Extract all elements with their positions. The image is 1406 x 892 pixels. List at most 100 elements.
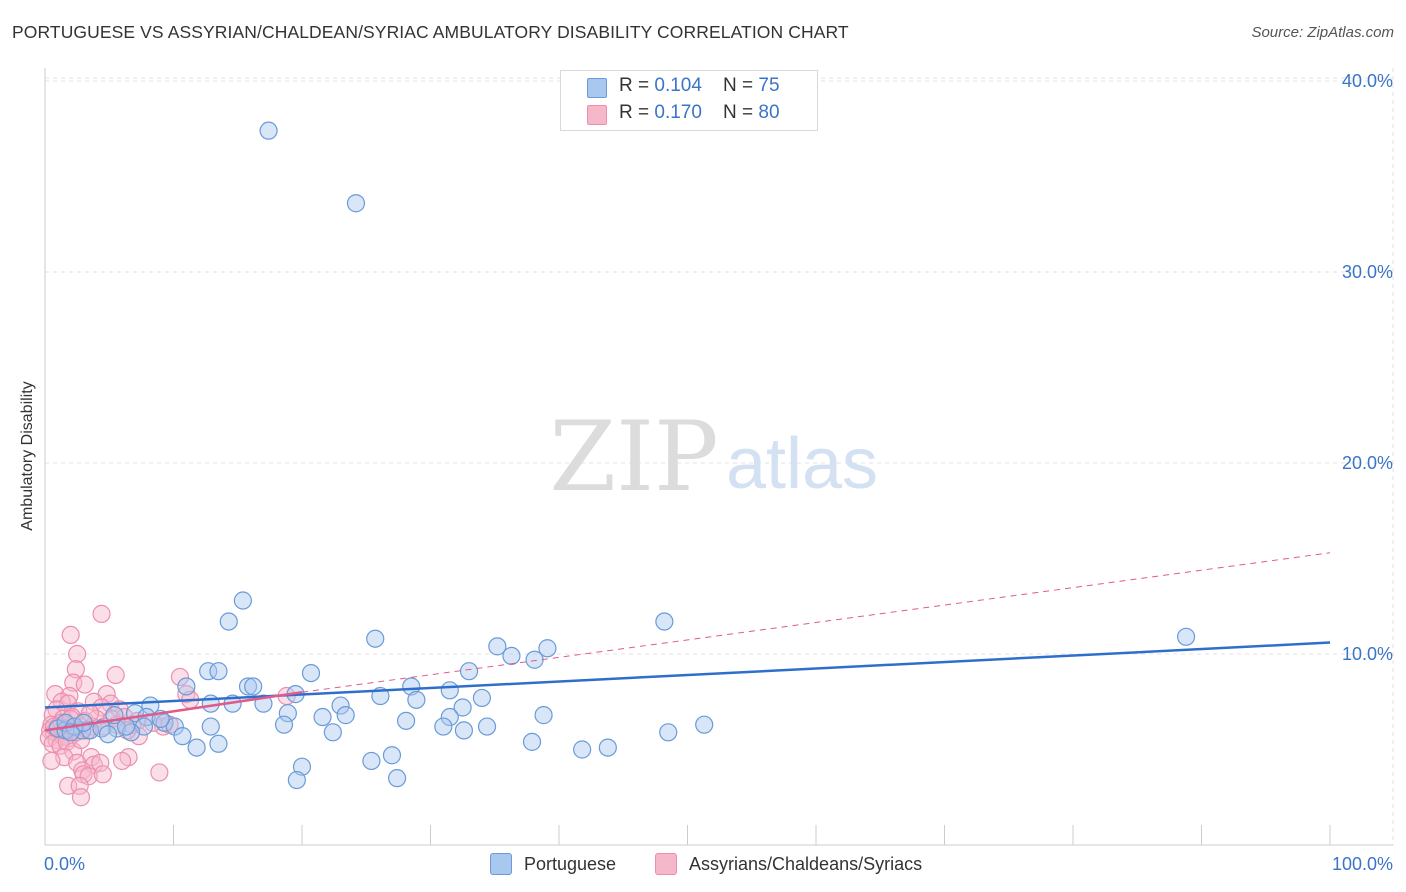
- data-point-assyrians: [46, 685, 65, 704]
- data-point-portuguese: [407, 690, 426, 709]
- legend-swatch-portuguese: [490, 853, 512, 875]
- data-point-portuguese: [402, 677, 421, 696]
- data-point-portuguese: [477, 717, 497, 736]
- trend-lines: [44, 552, 1331, 732]
- r-value: 0.104: [654, 75, 702, 96]
- legend-stat-portuguese: R = 0.104 N = 75: [619, 75, 780, 97]
- data-point-portuguese: [538, 639, 557, 658]
- legend-swatch-assyrians: [655, 853, 677, 875]
- data-point-portuguese: [238, 677, 258, 696]
- r-label: R =: [619, 75, 655, 96]
- source-credit: Source: ZipAtlas.com: [1251, 24, 1394, 41]
- stats-legend: R = 0.104 N = 75 R = 0.170 N = 80: [560, 70, 818, 131]
- data-point-portuguese: [199, 662, 218, 681]
- data-point-portuguese: [121, 723, 141, 742]
- data-point-portuguese: [346, 194, 366, 213]
- trend-line-assyrians-extrapolated: [301, 552, 1331, 693]
- data-point-assyrians: [112, 751, 132, 771]
- data-point-assyrians: [150, 763, 169, 782]
- data-point-portuguese: [440, 707, 459, 727]
- data-point-portuguese: [459, 662, 479, 681]
- data-point-assyrians: [61, 625, 80, 645]
- data-point-portuguese: [219, 612, 238, 631]
- data-point-assyrians: [75, 675, 94, 694]
- data-point-portuguese: [573, 740, 592, 759]
- trend-line-assyrians: [44, 690, 303, 732]
- data-point-portuguese: [522, 732, 542, 751]
- data-point-portuguese: [695, 715, 714, 734]
- data-point-portuguese: [440, 681, 459, 700]
- n-label: N =: [723, 102, 759, 123]
- data-point-portuguese: [173, 727, 192, 746]
- data-point-portuguese: [323, 723, 342, 742]
- data-point-portuguese: [659, 723, 678, 742]
- r-value: 0.170: [654, 102, 702, 123]
- y-tick-label: 40.0%: [1342, 71, 1393, 91]
- data-point-portuguese: [396, 711, 416, 730]
- data-point-portuguese: [165, 717, 184, 736]
- data-point-portuguese: [313, 707, 332, 727]
- data-point-portuguese: [525, 650, 544, 669]
- data-point-portuguese: [454, 721, 474, 740]
- data-point-portuguese: [502, 646, 521, 666]
- data-point-portuguese: [278, 704, 297, 723]
- data-point-portuguese: [382, 746, 402, 765]
- data-point-portuguese: [434, 717, 453, 736]
- n-label: N =: [723, 75, 759, 96]
- data-point-portuguese: [301, 663, 321, 683]
- data-point-portuguese: [116, 717, 136, 736]
- watermark-zip: ZIP: [549, 401, 718, 513]
- x-tick-label: 0.0%: [44, 854, 85, 874]
- data-point-portuguese: [1176, 627, 1196, 646]
- data-point-portuguese: [209, 662, 228, 681]
- data-point-portuguese: [287, 770, 306, 790]
- data-point-assyrians: [92, 604, 111, 623]
- data-point-portuguese: [534, 706, 553, 725]
- data-point-portuguese: [472, 688, 491, 708]
- y-tick-label: 20.0%: [1342, 453, 1393, 473]
- data-point-portuguese: [244, 677, 263, 696]
- data-point-portuguese: [177, 677, 196, 696]
- legend-label-assyrians: Assyrians/Chaldeans/Syriacs: [689, 853, 923, 874]
- data-point-assyrians: [42, 751, 61, 771]
- data-point-assyrians: [91, 753, 110, 772]
- watermark: ZIP atlas: [549, 401, 878, 513]
- data-point-portuguese: [598, 738, 617, 757]
- n-value: 75: [758, 75, 780, 96]
- data-point-portuguese: [201, 717, 220, 736]
- data-point-portuguese: [98, 725, 118, 744]
- x-tick-label: 100.0%: [1332, 854, 1393, 874]
- legend-item-assyrians: Assyrians/Chaldeans/Syriacs: [655, 852, 922, 876]
- data-point-portuguese: [387, 769, 407, 788]
- trend-line-portuguese: [44, 641, 1331, 709]
- data-point-portuguese: [655, 612, 674, 631]
- chart-title: PORTUGUESE VS ASSYRIAN/CHALDEAN/SYRIAC A…: [12, 22, 849, 42]
- data-point-portuguese: [209, 734, 228, 753]
- data-point-assyrians: [170, 667, 190, 687]
- r-label: R =: [619, 102, 655, 123]
- data-point-assyrians: [106, 665, 125, 685]
- y-tick-label: 10.0%: [1342, 644, 1393, 664]
- data-point-portuguese: [292, 757, 312, 776]
- legend-swatch-assyrians: [587, 105, 607, 125]
- legend-stat-assyrians: R = 0.170 N = 80: [619, 102, 780, 124]
- data-point-portuguese: [366, 629, 385, 648]
- legend-item-portuguese: Portuguese: [490, 852, 616, 876]
- data-point-portuguese: [331, 696, 350, 715]
- data-point-portuguese: [488, 637, 507, 656]
- data-point-portuguese: [336, 706, 355, 725]
- data-point-portuguese: [453, 698, 472, 717]
- data-point-portuguese: [274, 715, 294, 734]
- gridlines: [45, 68, 1394, 845]
- data-point-assyrians: [66, 660, 85, 679]
- tick-labels: 10.0% 20.0% 30.0% 40.0% 0.0% 100.0%: [44, 71, 1393, 874]
- n-value: 80: [758, 102, 780, 123]
- data-point-assyrians: [71, 788, 91, 807]
- watermark-atlas: atlas: [726, 424, 878, 504]
- data-point-assyrians: [64, 673, 83, 692]
- data-point-assyrians: [68, 644, 87, 664]
- legend-label-portuguese: Portuguese: [524, 853, 617, 874]
- data-point-portuguese: [80, 721, 100, 740]
- legend-swatch-portuguese: [587, 78, 607, 98]
